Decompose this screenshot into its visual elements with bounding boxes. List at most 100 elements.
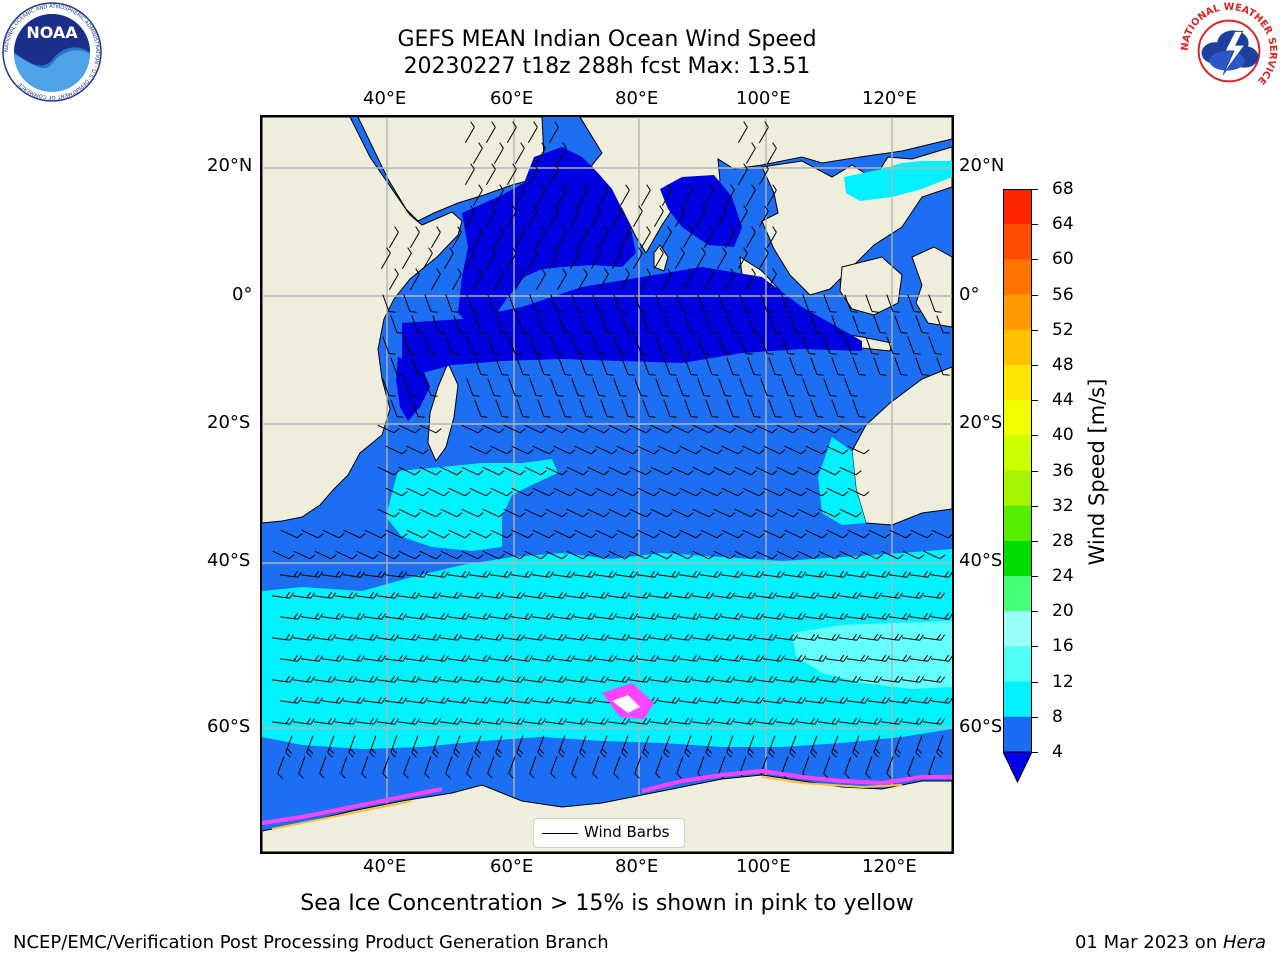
noaa-logo: NOAA NATIONAL OCEANIC AND ATMOSPHERIC AD… bbox=[2, 2, 102, 102]
wind-barb bbox=[334, 633, 357, 641]
wind-barb bbox=[713, 424, 736, 434]
wind-barb bbox=[762, 570, 785, 578]
wind-barb bbox=[355, 717, 378, 725]
wind-barb bbox=[682, 268, 693, 291]
noaa-logo-icon: NOAA NATIONAL OCEANIC AND ATMOSPHERIC AD… bbox=[2, 2, 102, 102]
colorbar-tick-label: 28 bbox=[1052, 530, 1074, 551]
wind-barb bbox=[506, 247, 517, 270]
africa-landmass bbox=[262, 117, 463, 524]
wind-barb bbox=[272, 550, 295, 560]
wind-barb bbox=[398, 466, 421, 476]
wind-barb bbox=[741, 696, 764, 704]
wind-barb bbox=[430, 226, 441, 249]
wind-barb bbox=[632, 205, 643, 228]
wind-barb bbox=[426, 612, 449, 620]
wind-barb bbox=[705, 357, 719, 376]
wind-barb bbox=[474, 315, 488, 334]
wind-barb bbox=[796, 717, 819, 725]
wind-barb bbox=[502, 717, 525, 725]
wind-barb bbox=[468, 570, 491, 578]
wind-barb bbox=[537, 357, 551, 376]
wind-barb bbox=[314, 550, 337, 560]
wind-barb bbox=[385, 529, 408, 539]
lat-tick-right: 20°S bbox=[959, 412, 1003, 433]
antarctica-landmass bbox=[262, 774, 952, 852]
wind-barb bbox=[535, 226, 546, 249]
wind-barb bbox=[550, 336, 564, 355]
wind-barb bbox=[516, 735, 524, 758]
wind-barb bbox=[888, 696, 911, 704]
wind-barb bbox=[548, 121, 559, 144]
ocean-field-under-4-bengal bbox=[660, 175, 742, 247]
wind-barb bbox=[894, 315, 908, 334]
wind-barb bbox=[831, 399, 845, 418]
wind-barb bbox=[616, 529, 639, 539]
wind-barb bbox=[734, 424, 757, 434]
wind-barb bbox=[655, 378, 669, 397]
colorbar-band bbox=[1003, 646, 1032, 683]
wind-barb bbox=[810, 735, 818, 758]
wind-barb bbox=[300, 696, 323, 704]
wind-barb bbox=[888, 654, 911, 662]
wind-barb bbox=[907, 336, 921, 355]
lon-tick-top: 60°E bbox=[490, 88, 534, 109]
wind-barb bbox=[490, 529, 513, 539]
wind-barb bbox=[482, 424, 505, 434]
wind-barb bbox=[839, 508, 862, 518]
wind-barb bbox=[535, 268, 546, 291]
wind-barb bbox=[544, 633, 567, 641]
wind-barb bbox=[802, 294, 816, 313]
wind-barb bbox=[810, 399, 824, 418]
wind-barb bbox=[524, 508, 547, 518]
wind-barb bbox=[796, 591, 819, 599]
wind-barb bbox=[566, 466, 589, 476]
wind-barb bbox=[514, 268, 525, 291]
wind-barb bbox=[493, 184, 504, 207]
wind-barb bbox=[907, 294, 921, 313]
wind-barb bbox=[523, 717, 546, 725]
wind-barb bbox=[671, 550, 694, 560]
wind-barb bbox=[762, 612, 785, 620]
wind-barb bbox=[384, 696, 407, 704]
wind-barb bbox=[838, 717, 861, 725]
wind-barb bbox=[619, 268, 630, 291]
wind-barb bbox=[550, 294, 564, 313]
wind-barb bbox=[775, 675, 798, 683]
wind-barb bbox=[508, 336, 522, 355]
wind-barb bbox=[529, 336, 543, 355]
wind-barb bbox=[523, 675, 546, 683]
wind-barb bbox=[619, 184, 630, 207]
wind-barb bbox=[403, 378, 417, 397]
wind-barb bbox=[385, 487, 408, 497]
colorbar-band bbox=[1003, 611, 1032, 647]
wind-barb bbox=[523, 633, 546, 641]
wind-barb bbox=[439, 675, 462, 683]
wind-barb bbox=[902, 550, 925, 560]
wind-barb bbox=[663, 315, 677, 334]
wind-barb bbox=[930, 696, 952, 704]
wind-barb bbox=[699, 612, 722, 620]
wind-barb bbox=[737, 247, 748, 270]
wind-barb bbox=[818, 424, 841, 434]
wind-barb bbox=[516, 399, 530, 418]
colorbar-tick-mark bbox=[1032, 259, 1038, 261]
wind-barb bbox=[867, 570, 890, 578]
wind-barb bbox=[663, 357, 677, 376]
lat-tick-right: 40°S bbox=[959, 550, 1003, 571]
wind-barb bbox=[754, 591, 777, 599]
wind-barb bbox=[852, 735, 860, 758]
colorbar-tick-mark bbox=[1032, 646, 1038, 648]
wind-barb bbox=[726, 357, 740, 376]
colorbar-tick-mark bbox=[1032, 400, 1038, 402]
wind-barb bbox=[655, 294, 669, 313]
wind-barb bbox=[364, 529, 387, 539]
wind-barb bbox=[922, 717, 945, 725]
wind-barb bbox=[527, 163, 538, 186]
wind-barb bbox=[734, 466, 757, 476]
wind-barb bbox=[763, 487, 786, 497]
wind-barb bbox=[516, 357, 530, 376]
wind-barb bbox=[461, 466, 484, 476]
wind-barb bbox=[775, 591, 798, 599]
wind-barb bbox=[468, 612, 491, 620]
lon-tick-bottom: 40°E bbox=[363, 856, 407, 877]
